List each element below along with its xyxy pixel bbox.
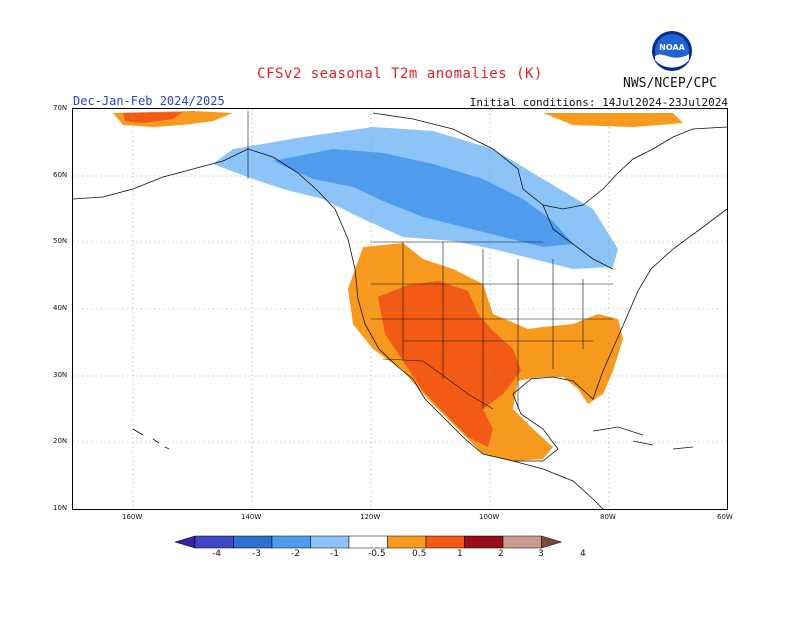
colorbar-swatch bbox=[310, 535, 350, 549]
season-label: Dec-Jan-Feb 2024/2025 bbox=[73, 94, 225, 108]
colorbar-swatch bbox=[348, 535, 388, 549]
colorbar-label: -1 bbox=[330, 549, 339, 559]
lat-label: 40N bbox=[53, 304, 68, 312]
initial-conditions-label: Initial conditions: 14Jul2024-23Jul2024 bbox=[469, 96, 728, 109]
lon-label: 60W bbox=[717, 513, 733, 521]
colorbar-swatch bbox=[425, 535, 465, 549]
chart-title: CFSv2 seasonal T2m anomalies (K) bbox=[257, 66, 543, 82]
colorbar-label: 3 bbox=[538, 549, 544, 559]
colorbar-upper-extension bbox=[541, 535, 563, 549]
warm-anomaly-arctic-coast-core bbox=[123, 112, 183, 123]
noaa-logo-icon: NOAA bbox=[651, 30, 693, 72]
map-panel bbox=[72, 108, 728, 510]
lon-label: 100W bbox=[479, 513, 500, 521]
colorbar-label: 2 bbox=[498, 549, 504, 559]
lat-label: 20N bbox=[53, 437, 68, 445]
colorbar-label: 1 bbox=[457, 549, 463, 559]
colorbar-swatch bbox=[502, 535, 542, 549]
colorbar-label: -4 bbox=[212, 549, 221, 559]
colorbar-swatch bbox=[233, 535, 273, 549]
lat-label: 70N bbox=[53, 104, 68, 112]
colorbar-label: 0.5 bbox=[412, 549, 427, 559]
organization-label: NWS/NCEP/CPC bbox=[623, 76, 717, 91]
colorbar-label: 4 bbox=[580, 549, 586, 559]
lat-label: 30N bbox=[53, 371, 68, 379]
colorbar-swatch bbox=[194, 535, 234, 549]
lat-label: 10N bbox=[53, 504, 68, 512]
colorbar-swatch bbox=[387, 535, 427, 549]
lat-label: 60N bbox=[53, 171, 68, 179]
lon-label: 80W bbox=[600, 513, 616, 521]
colorbar-label: -2 bbox=[291, 549, 300, 559]
colorbar-swatch bbox=[271, 535, 311, 549]
graticule bbox=[73, 109, 727, 509]
coastlines bbox=[72, 112, 728, 510]
warm-anomaly-arctic-east bbox=[543, 113, 683, 127]
colorbar-swatch bbox=[464, 535, 504, 549]
lon-label: 140W bbox=[241, 513, 262, 521]
colorbar-lower-extension bbox=[174, 535, 196, 549]
lon-label: 160W bbox=[122, 513, 143, 521]
cold-anomaly-canada-core bbox=[273, 149, 573, 247]
colorbar bbox=[174, 534, 627, 550]
borders bbox=[247, 111, 613, 410]
colorbar-label: -3 bbox=[252, 549, 261, 559]
warm-anomaly-southwest-mexico bbox=[378, 281, 521, 447]
svg-text:NOAA: NOAA bbox=[659, 43, 685, 52]
colorbar-label: -0.5 bbox=[368, 549, 386, 559]
lon-label: 120W bbox=[360, 513, 381, 521]
anomaly-map bbox=[72, 109, 728, 510]
lat-label: 50N bbox=[53, 237, 68, 245]
